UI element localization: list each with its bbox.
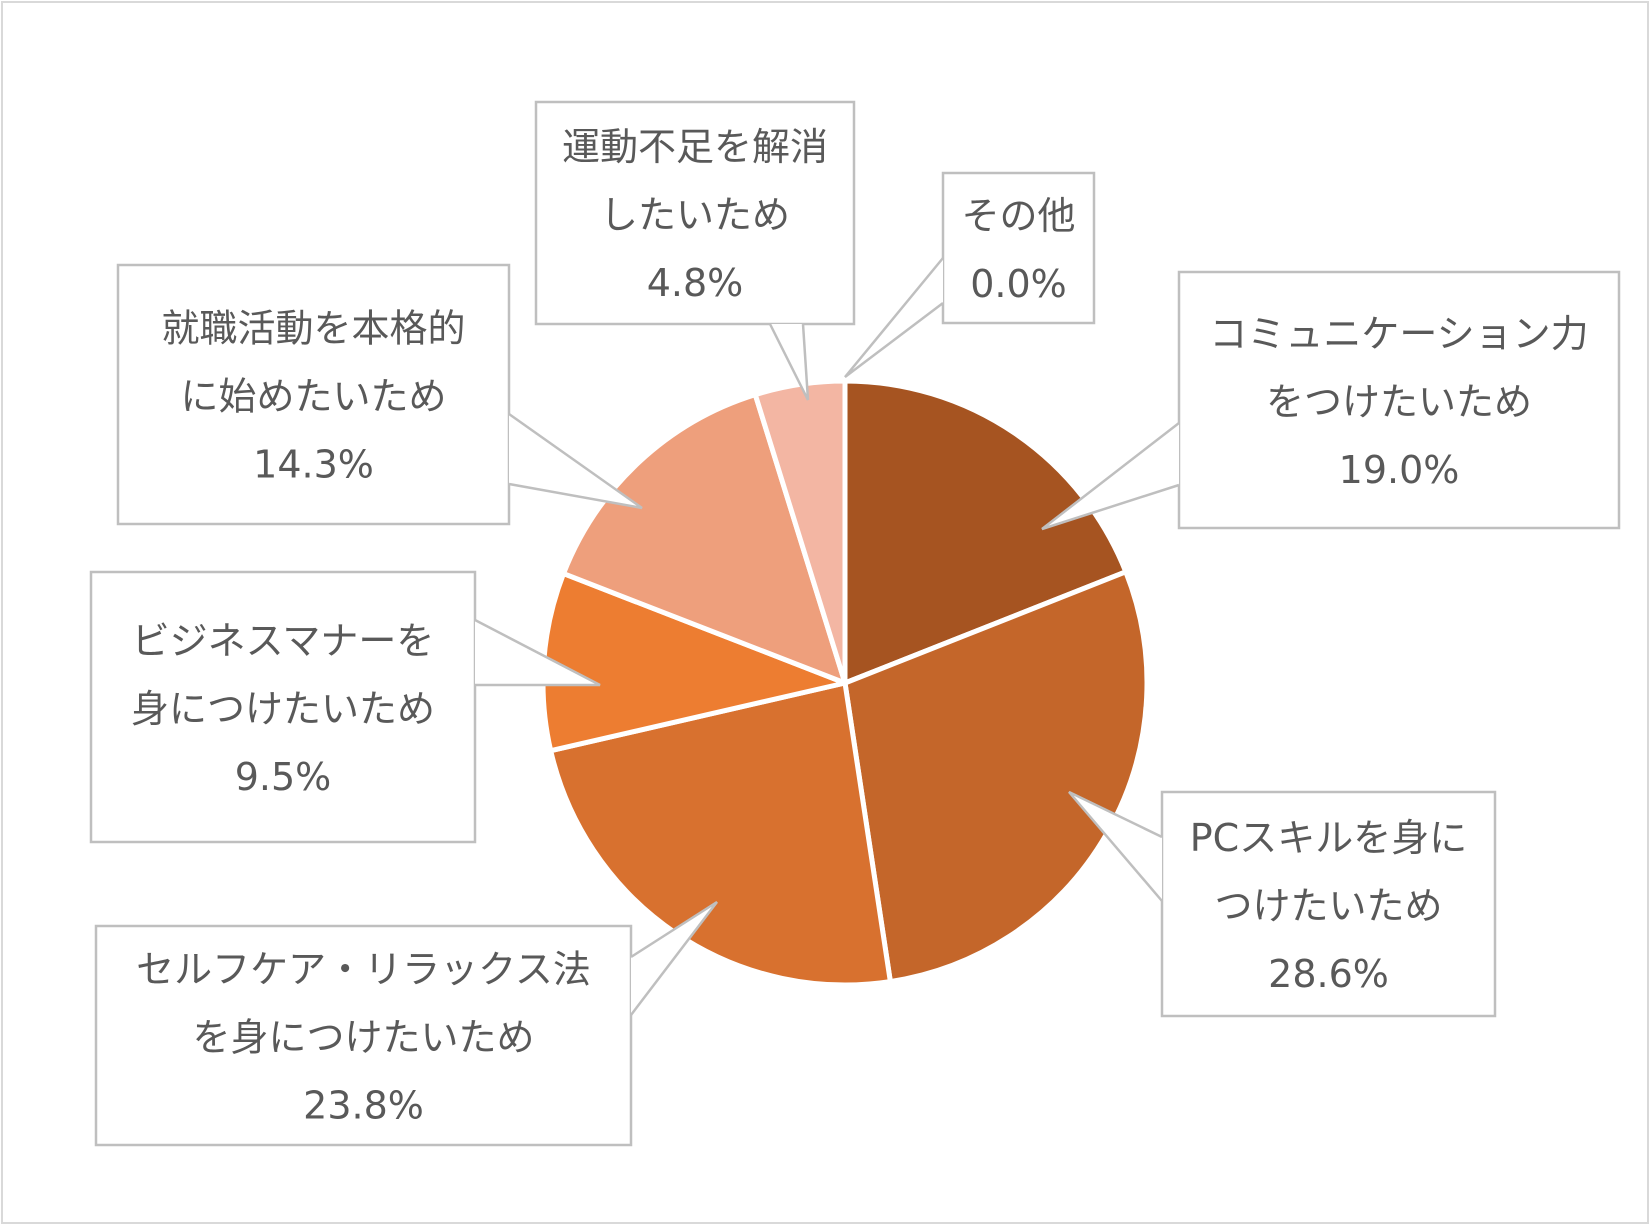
slice-category-label: ビジネスマナーを xyxy=(132,619,435,663)
pie-slice-1 xyxy=(842,378,1129,686)
slice-value-label: 4.8% xyxy=(647,261,744,305)
slice-value-label: 0.0% xyxy=(970,262,1067,306)
callout-box xyxy=(1160,790,1497,1018)
slice-category-label: 身につけたいため xyxy=(131,687,435,731)
slice-value-label: 23.8% xyxy=(303,1083,424,1127)
callout-pointer xyxy=(630,900,718,1016)
callout-box xyxy=(94,924,633,1147)
slice-category-label: 就職活動を本格的 xyxy=(161,306,465,350)
slice-category-label: 運動不足を解消 xyxy=(562,125,828,169)
callout-pointer xyxy=(844,257,944,378)
callout-box xyxy=(89,570,477,844)
callout-pointer xyxy=(1041,422,1180,531)
callout-box xyxy=(116,263,511,526)
slice-value-label: 19.0% xyxy=(1339,448,1460,492)
slice-category-label: を身につけたいため xyxy=(192,1015,534,1059)
slice-value-label: 9.5% xyxy=(235,755,332,799)
pie-slice-5 xyxy=(561,392,848,686)
slice-category-label: に始めたいため xyxy=(180,374,446,418)
slice-category-label: をつけたいため xyxy=(1266,380,1532,424)
pie-slices xyxy=(540,378,1150,988)
callout-pointer xyxy=(474,618,601,687)
callout-pointer xyxy=(508,412,643,510)
callout-pointer xyxy=(1068,790,1163,902)
slice-category-label: つけたいため xyxy=(1214,884,1442,928)
callout-7: その他 0.0% xyxy=(844,171,1096,378)
slice-value-label: 14.3% xyxy=(253,442,374,486)
slice-category-label: コミュニケーション力 xyxy=(1209,312,1588,356)
slice-category-label: その他 xyxy=(961,194,1075,238)
slice-value-label: 28.6% xyxy=(1268,952,1389,996)
slice-category-label: したいため xyxy=(600,193,790,237)
callout-pointer xyxy=(768,323,810,401)
callout-box xyxy=(534,100,856,326)
slice-category-label: PCスキルを身に xyxy=(1190,816,1467,860)
slice-category-label: セルフケア・リラックス法 xyxy=(136,947,591,991)
